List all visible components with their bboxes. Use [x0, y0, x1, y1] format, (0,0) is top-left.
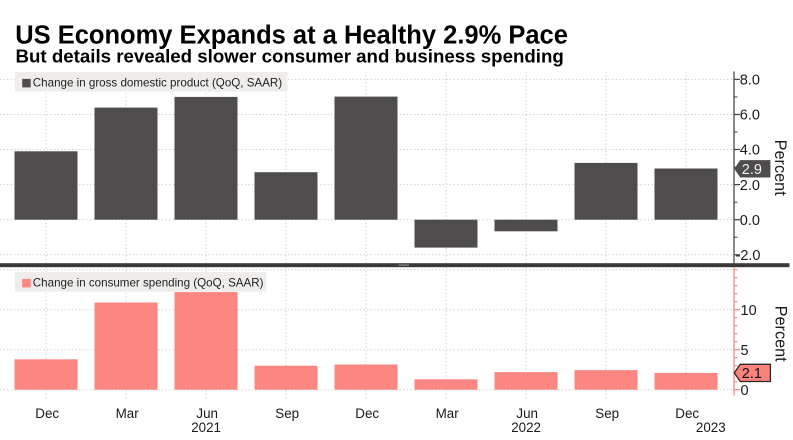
svg-text:2022: 2022: [511, 420, 541, 435]
svg-text:6.0: 6.0: [740, 108, 760, 124]
svg-text:0: 0: [741, 383, 749, 399]
svg-text:-2.0: -2.0: [736, 248, 761, 264]
svg-text:5: 5: [741, 343, 749, 359]
svg-text:Sep: Sep: [595, 406, 619, 421]
svg-text:Percent: Percent: [771, 306, 789, 363]
svg-text:0.0: 0.0: [740, 213, 760, 229]
svg-text:10: 10: [741, 303, 757, 319]
svg-text:4.0: 4.0: [740, 143, 760, 159]
svg-text:Dec: Dec: [35, 406, 59, 421]
svg-text:Dec: Dec: [355, 406, 379, 421]
svg-text:Dec: Dec: [675, 406, 699, 421]
svg-text:But details revealed slower co: But details revealed slower consumer and…: [16, 46, 564, 67]
svg-text:Mar: Mar: [116, 406, 140, 421]
svg-text:Change in gross domestic produ: Change in gross domestic product (QoQ, S…: [33, 77, 283, 90]
svg-text:Jun: Jun: [516, 406, 538, 421]
svg-text:US Economy Expands at a Health: US Economy Expands at a Healthy 2.9% Pac…: [15, 21, 568, 49]
svg-text:8.0: 8.0: [740, 73, 760, 89]
svg-text:2.9: 2.9: [742, 162, 762, 178]
svg-text:2.0: 2.0: [740, 178, 760, 194]
svg-text:Change in consumer spending (Q: Change in consumer spending (QoQ, SAAR): [33, 277, 264, 290]
svg-text:Mar: Mar: [436, 406, 460, 421]
svg-text:2023: 2023: [696, 420, 726, 435]
svg-text:Percent: Percent: [771, 140, 789, 197]
svg-text:2021: 2021: [191, 420, 221, 435]
svg-text:2.1: 2.1: [742, 366, 762, 382]
svg-text:Sep: Sep: [275, 406, 299, 421]
svg-text:Jun: Jun: [196, 406, 218, 421]
